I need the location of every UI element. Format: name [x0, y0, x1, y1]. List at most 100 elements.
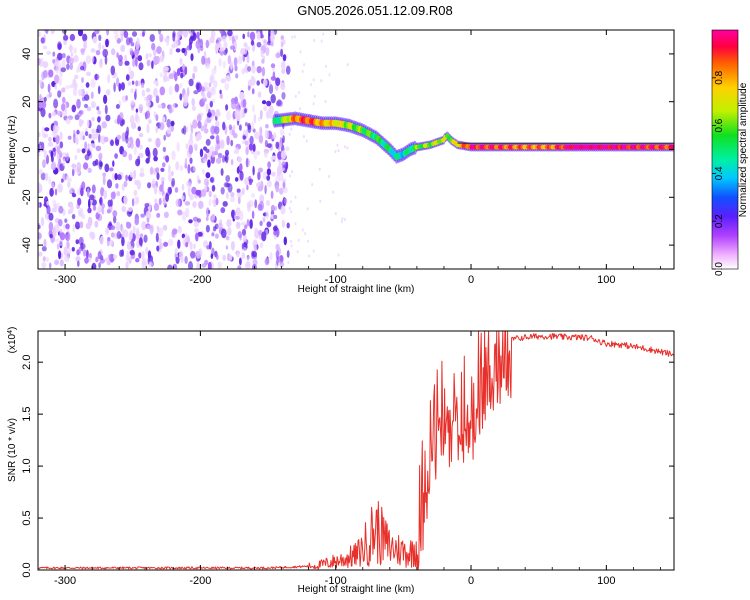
noise-blob [219, 46, 225, 52]
noise-speckle [340, 220, 343, 224]
noise-blob [171, 150, 176, 160]
noise-blob [84, 94, 90, 101]
noise-blob [281, 161, 286, 169]
noise-blob [39, 81, 42, 87]
noise-blob [252, 143, 256, 152]
noise-blob [188, 78, 194, 87]
noise-blob [155, 137, 161, 148]
noise-blob [220, 207, 226, 214]
noise-blob [242, 47, 248, 55]
noise-blob [156, 212, 161, 218]
noise-blob [41, 71, 45, 81]
noise-blob [42, 159, 46, 169]
noise-speckle [311, 183, 314, 187]
noise-blob [135, 138, 141, 148]
noise-blob [214, 125, 220, 135]
noise-blob [225, 235, 230, 241]
noise-blob [85, 82, 90, 88]
noise-blob [101, 121, 107, 129]
noise-blob [87, 119, 90, 128]
noise-blob [166, 38, 170, 47]
noise-blob [237, 156, 242, 163]
noise-blob [196, 262, 200, 269]
noise-blob [271, 135, 277, 140]
noise-blob [40, 172, 46, 181]
noise-blob [261, 58, 265, 64]
noise-blob [159, 184, 164, 192]
noise-blob [141, 82, 145, 89]
colorbar-ticks: 0.0 0.2 0.4 0.6 0.8 [712, 70, 725, 276]
noise-blob [236, 251, 240, 258]
noise-blob [143, 261, 148, 267]
noise-blob [69, 203, 74, 214]
noise-blob [232, 125, 236, 130]
noise-blob [151, 60, 154, 69]
noise-blob [112, 210, 118, 218]
noise-blob [171, 177, 176, 187]
noise-blob [267, 180, 272, 188]
noise-blob [129, 249, 135, 256]
noise-blob [280, 48, 284, 57]
snr-y-label: SNR (10 * v/v) [7, 418, 18, 482]
spectrogram-xtick-label: 100 [597, 274, 615, 286]
noise-blob [52, 124, 57, 135]
noise-blob [264, 139, 268, 148]
noise-blob [120, 32, 124, 42]
noise-blob [200, 189, 207, 197]
noise-blob [129, 50, 135, 56]
noise-blob [262, 216, 266, 223]
noise-blob [134, 115, 141, 124]
noise-blob [246, 54, 250, 64]
noise-blob [257, 171, 261, 181]
noise-blob [205, 148, 210, 153]
noise-blob [105, 227, 110, 234]
noise-blob [101, 44, 105, 50]
noise-blob [65, 175, 70, 181]
noise-blob [149, 34, 155, 42]
noise-blob [110, 139, 114, 147]
noise-blob [49, 187, 54, 197]
noise-blob [159, 242, 163, 250]
noise-blob [92, 160, 97, 167]
noise-blob [59, 259, 64, 267]
noise-blob [57, 183, 63, 193]
noise-blob [42, 45, 48, 50]
noise-blob [69, 63, 74, 70]
noise-blob [271, 155, 277, 160]
noise-blob [65, 85, 70, 90]
noise-blob [186, 45, 192, 51]
noise-blob [225, 192, 229, 200]
noise-blob [179, 57, 183, 65]
noise-blob [86, 106, 92, 112]
noise-blob [153, 203, 160, 211]
noise-speckle [328, 174, 331, 179]
noise-speckle [306, 239, 309, 243]
noise-blob [102, 175, 106, 186]
noise-blob [146, 123, 150, 134]
noise-speckle [298, 91, 300, 95]
noise-blob [145, 246, 149, 255]
noise-blob [80, 187, 84, 197]
noise-blob [127, 207, 133, 213]
noise-blob [75, 239, 80, 245]
noise-blob [71, 193, 77, 198]
noise-blob [131, 80, 135, 85]
noise-blob [83, 162, 89, 170]
noise-blob [147, 250, 152, 259]
noise-blob [137, 126, 141, 132]
noise-blob [190, 53, 194, 61]
noise-blob [175, 161, 180, 171]
noise-blob [72, 168, 75, 177]
noise-blob [81, 148, 86, 154]
noise-blob [133, 169, 137, 180]
noise-blob [57, 43, 62, 50]
noise-blob [193, 90, 199, 95]
noise-blob [230, 60, 233, 71]
noise-blob [211, 151, 215, 158]
noise-blob [91, 184, 96, 194]
noise-blob [224, 149, 230, 156]
noise-blob [258, 184, 263, 192]
noise-blob [193, 65, 198, 73]
ridge-cell [670, 144, 674, 150]
noise-blob [235, 147, 239, 155]
